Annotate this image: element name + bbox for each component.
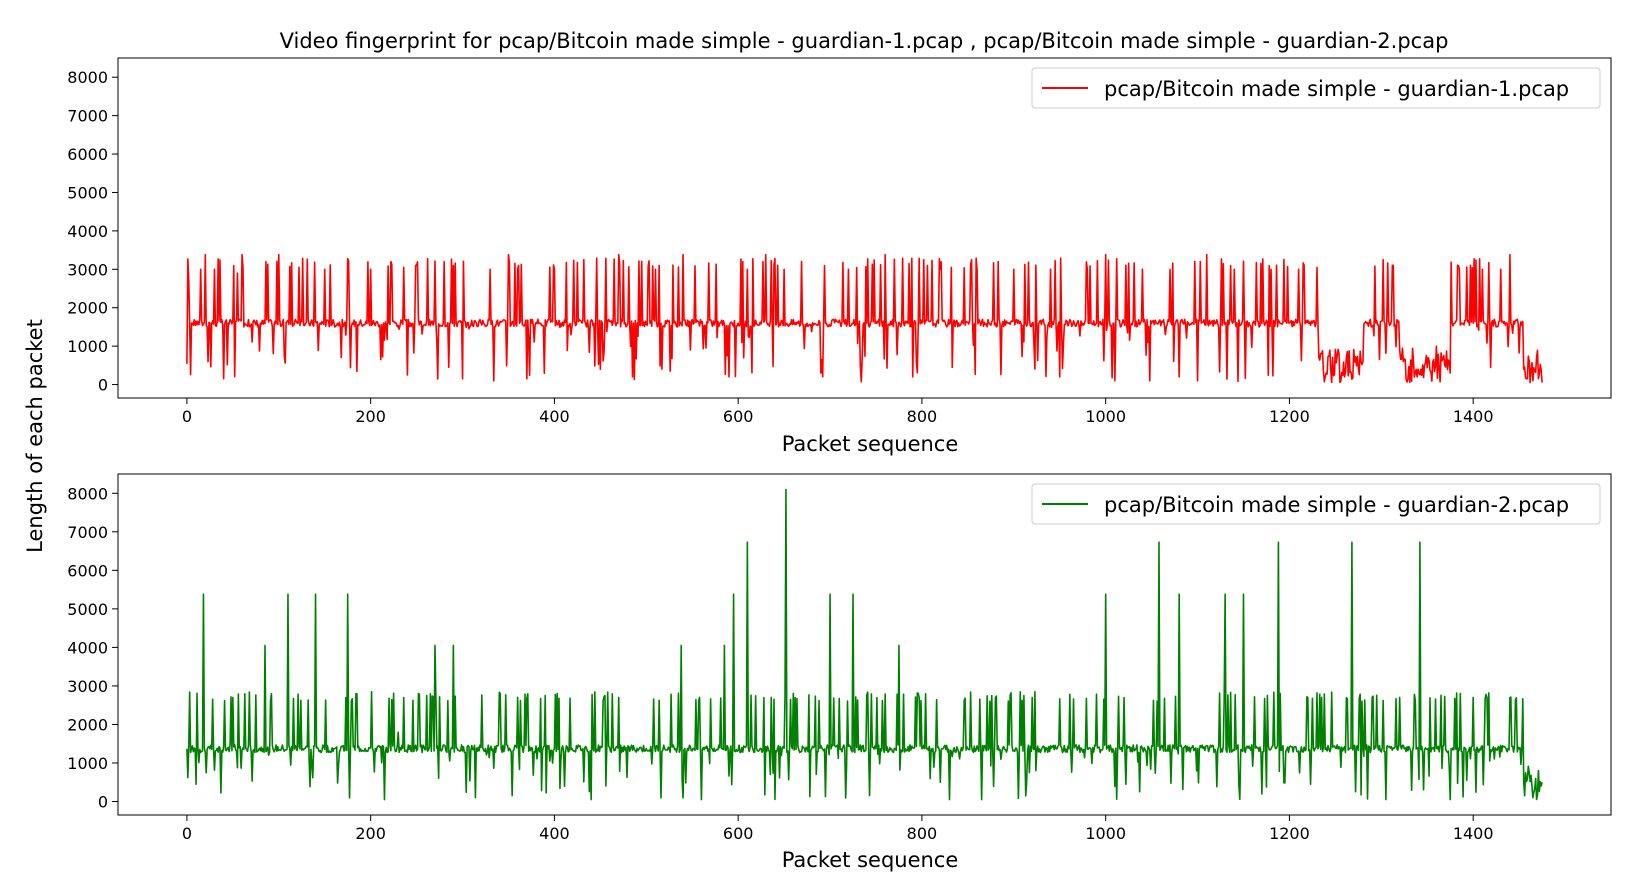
x-tick-label: 400 bbox=[539, 407, 570, 426]
series-line-guardian-1 bbox=[186, 253, 1543, 384]
y-tick-label: 0 bbox=[98, 793, 108, 812]
subplot-1-x-ticks: 0 200 400 600 800 1000 1200 1400 bbox=[182, 398, 1494, 426]
x-tick-label: 0 bbox=[182, 824, 192, 843]
x-tick-label: 1200 bbox=[1269, 824, 1310, 843]
y-tick-label: 4000 bbox=[67, 638, 108, 657]
x-tick-label: 800 bbox=[907, 407, 938, 426]
subplot-1-frame bbox=[117, 57, 1612, 399]
subplot-2-y-ticks: 0 1000 2000 3000 4000 5000 6000 7000 8000 bbox=[67, 484, 118, 812]
x-tick-label: 600 bbox=[723, 407, 754, 426]
x-tick-label: 1200 bbox=[1269, 407, 1310, 426]
x-axis-label: Packet sequence bbox=[782, 848, 959, 872]
y-tick-label: 6000 bbox=[67, 561, 108, 580]
x-tick-label: 200 bbox=[355, 824, 386, 843]
subplot-2-frame bbox=[117, 473, 1612, 816]
x-tick-label: 1400 bbox=[1453, 407, 1494, 426]
subplot-1-y-ticks: 0 1000 2000 3000 4000 5000 6000 7000 8000 bbox=[67, 68, 118, 395]
x-tick-label: 400 bbox=[539, 824, 570, 843]
x-tick-label: 1000 bbox=[1085, 407, 1126, 426]
y-tick-label: 2000 bbox=[67, 299, 108, 318]
legend-guardian-2: pcap/Bitcoin made simple - guardian-2.pc… bbox=[1031, 483, 1601, 525]
figure-title: Video fingerprint for pcap/Bitcoin made … bbox=[280, 29, 1449, 53]
x-tick-label: 800 bbox=[907, 824, 938, 843]
y-tick-label: 2000 bbox=[67, 715, 108, 734]
shared-y-axis-label: Length of each packet bbox=[23, 319, 47, 553]
x-tick-label: 1000 bbox=[1085, 824, 1126, 843]
y-tick-label: 8000 bbox=[67, 484, 108, 503]
legend-box bbox=[1031, 67, 1601, 109]
subplot-guardian-2: 0 1000 2000 3000 4000 5000 6000 7000 8000 0 200 40… bbox=[67, 473, 1612, 872]
y-tick-label: 7000 bbox=[67, 107, 108, 126]
y-tick-label: 3000 bbox=[67, 260, 108, 279]
y-tick-label: 1000 bbox=[67, 754, 108, 773]
y-tick-label: 5000 bbox=[67, 600, 108, 619]
y-tick-label: 5000 bbox=[67, 183, 108, 202]
x-tick-label: 200 bbox=[355, 407, 386, 426]
legend-guardian-1: pcap/Bitcoin made simple - guardian-1.pc… bbox=[1031, 67, 1601, 109]
subplot-2-x-ticks: 0 200 400 600 800 1000 1200 1400 bbox=[182, 815, 1494, 843]
y-tick-label: 8000 bbox=[67, 68, 108, 87]
y-tick-label: 0 bbox=[98, 376, 108, 395]
x-tick-label: 1400 bbox=[1453, 824, 1494, 843]
y-tick-label: 6000 bbox=[67, 145, 108, 164]
x-tick-label: 0 bbox=[182, 407, 192, 426]
y-tick-label: 7000 bbox=[67, 523, 108, 542]
legend-box bbox=[1031, 483, 1601, 525]
y-tick-label: 3000 bbox=[67, 677, 108, 696]
legend-label: pcap/Bitcoin made simple - guardian-2.pc… bbox=[1104, 493, 1569, 517]
legend-label: pcap/Bitcoin made simple - guardian-1.pc… bbox=[1104, 77, 1569, 101]
subplot-guardian-1: 0 1000 2000 3000 4000 5000 6000 7000 8000 0 200 40… bbox=[67, 57, 1612, 456]
y-tick-label: 4000 bbox=[67, 222, 108, 241]
series-line-guardian-2 bbox=[186, 488, 1543, 801]
y-tick-label: 1000 bbox=[67, 337, 108, 356]
x-tick-label: 600 bbox=[723, 824, 754, 843]
x-axis-label: Packet sequence bbox=[782, 432, 959, 456]
